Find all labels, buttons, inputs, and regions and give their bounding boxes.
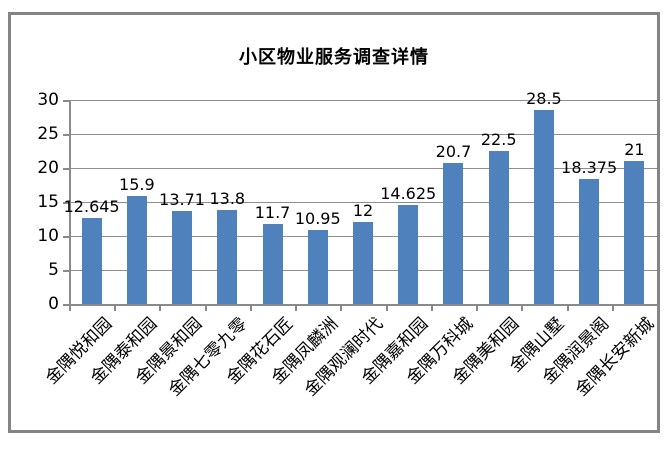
bar-value-label: 11.7 xyxy=(254,203,291,223)
bar xyxy=(307,229,328,304)
bar-value-label: 10.95 xyxy=(294,208,341,228)
bar-value-label: 28.5 xyxy=(526,89,562,109)
bar-value-label: 12 xyxy=(352,201,374,221)
bar xyxy=(217,210,238,304)
x-axis-line xyxy=(69,304,657,306)
bar xyxy=(624,161,645,304)
bar xyxy=(126,195,147,304)
bar-value-label: 21 xyxy=(624,140,645,160)
bar xyxy=(353,222,373,304)
x-axis-tick-mark xyxy=(521,305,524,311)
bar xyxy=(172,210,193,304)
x-axis-tick-mark xyxy=(657,305,659,311)
x-axis-tick-mark xyxy=(69,305,71,311)
y-axis-line xyxy=(69,100,71,305)
y-axis-tick-mark xyxy=(63,134,70,136)
x-axis-tick-mark xyxy=(385,305,388,311)
bar-value-label: 15.9 xyxy=(119,174,155,194)
y-axis-tick-mark xyxy=(63,304,70,306)
x-axis-tick-mark xyxy=(249,305,252,311)
x-axis-tick-mark xyxy=(430,305,433,311)
x-axis-tick-mark xyxy=(340,305,343,311)
y-axis-tick-label: 30 xyxy=(37,90,59,110)
bar-value-label: 12.645 xyxy=(63,197,120,216)
bar-value-label: 20.7 xyxy=(435,142,472,162)
bar-value-label: 13.8 xyxy=(209,189,246,209)
bar-value-label: 13.71 xyxy=(159,189,205,209)
y-axis-tick-label: 25 xyxy=(37,124,59,144)
bar-value-label: 22.5 xyxy=(480,130,517,149)
chart-title: 小区物业服务调查详情 xyxy=(239,47,429,68)
bar xyxy=(398,204,419,304)
y-axis-tick-label: 0 xyxy=(48,294,59,314)
bar xyxy=(533,110,554,304)
x-axis-tick-mark xyxy=(204,305,207,311)
y-axis-tick-label: 15 xyxy=(37,192,59,212)
x-axis-tick-mark xyxy=(566,305,569,311)
y-axis-tick-mark xyxy=(63,270,70,272)
bar xyxy=(488,151,509,304)
y-axis-tick-mark xyxy=(63,168,70,170)
x-axis-tick-mark xyxy=(295,305,298,311)
x-axis-tick-mark xyxy=(611,305,614,311)
x-axis-tick-mark xyxy=(476,305,479,311)
bar xyxy=(262,224,283,304)
bar xyxy=(81,218,102,304)
x-axis-tick-mark xyxy=(159,305,162,311)
bar-value-label: 18.375 xyxy=(561,158,618,178)
bar xyxy=(443,163,464,304)
gridline xyxy=(70,100,657,101)
gridline xyxy=(70,202,657,203)
gridline xyxy=(70,134,657,135)
y-axis-tick-mark xyxy=(63,100,70,102)
bar-value-label: 14.625 xyxy=(380,183,437,203)
bar xyxy=(579,179,600,304)
chart-border-frame: 小区物业服务调查详情 0 5 10 15 20 25 30 12.645 15.9 13.71 1… xyxy=(8,12,660,433)
y-axis-tick-label: 10 xyxy=(37,226,59,246)
y-axis-tick-mark xyxy=(63,236,70,238)
x-axis-tick-mark xyxy=(114,305,117,311)
y-axis-tick-mark xyxy=(63,202,70,204)
y-axis-tick-label: 5 xyxy=(48,260,59,280)
gridline xyxy=(70,168,657,169)
y-axis-tick-label: 20 xyxy=(37,158,59,178)
